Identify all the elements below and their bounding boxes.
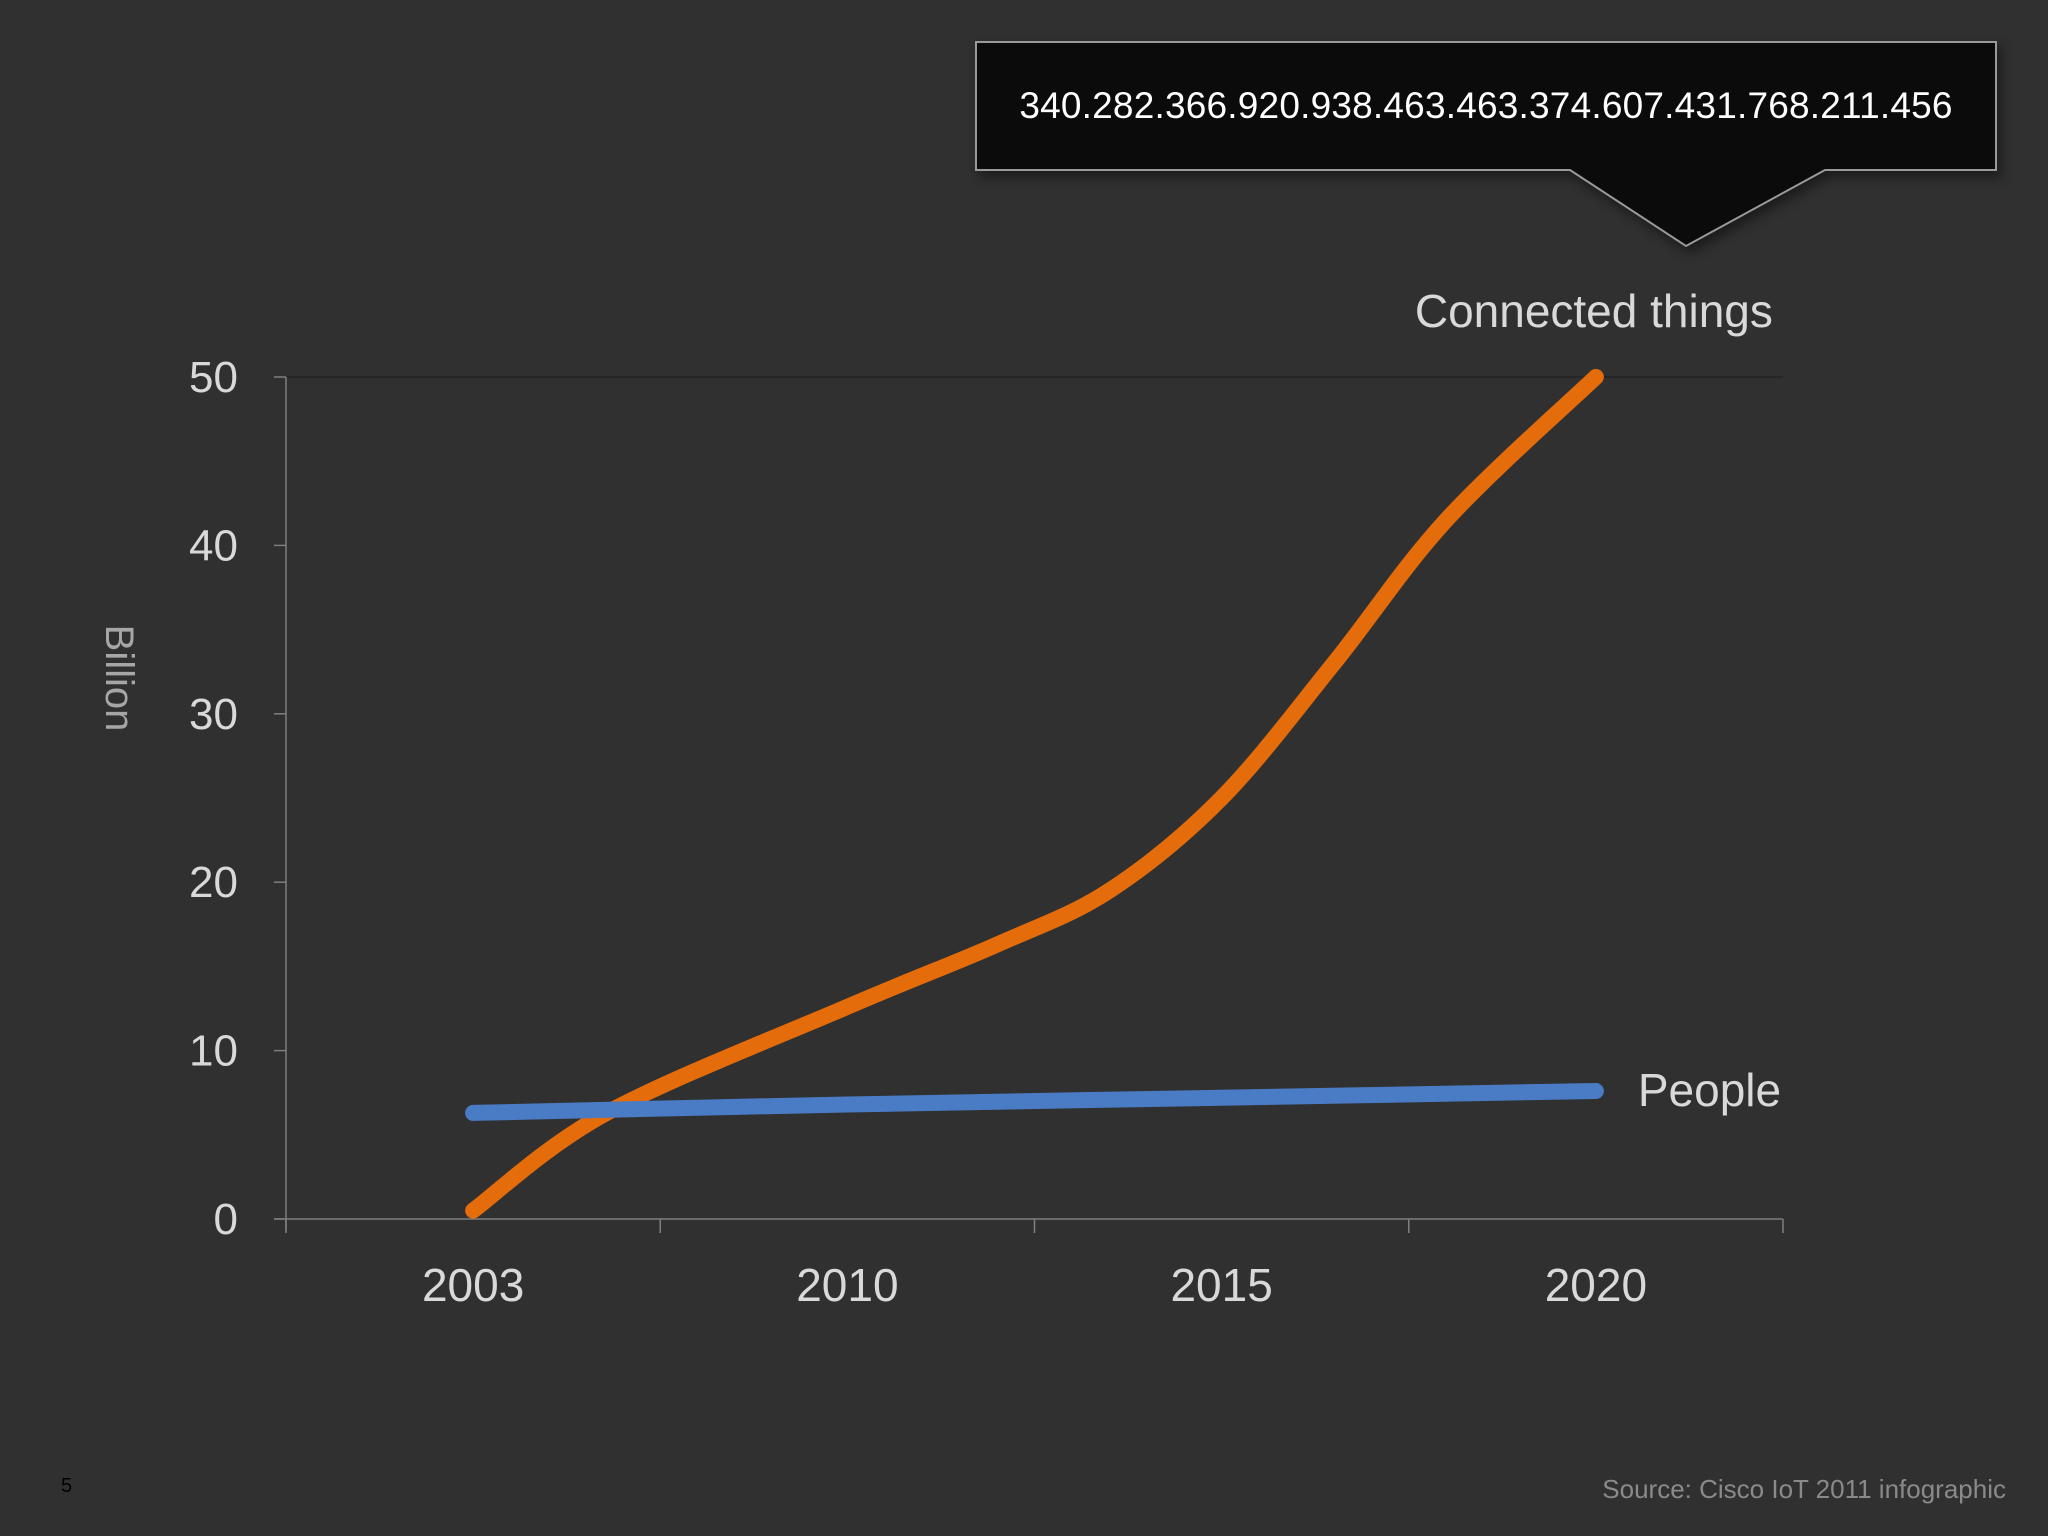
series-people-line [465, 1083, 1604, 1121]
tick-labels: 0 10 20 30 40 50 2003 2010 2015 2020 [189, 353, 1647, 1311]
label-people: People [1638, 1064, 1781, 1116]
y-tick-label: 40 [189, 521, 238, 570]
x-tick-label: 2010 [796, 1259, 898, 1311]
series-labels: Billion Connected things People [97, 285, 1781, 1116]
axes [274, 376, 1784, 1233]
callout-number: 340.282.366.920.938.463.463.374.607.431.… [1019, 85, 1953, 126]
series-lines [465, 369, 1604, 1219]
label-connected-things: Connected things [1415, 285, 1773, 337]
y-tick-label: 50 [189, 353, 238, 402]
callout-box [975, 41, 1997, 248]
y-tick-label: 0 [214, 1195, 238, 1244]
x-tick-label: 2003 [422, 1259, 524, 1311]
y-tick-label: 10 [189, 1027, 238, 1076]
y-axis-title: Billion [97, 625, 141, 732]
callout-shape [975, 41, 1997, 248]
y-tick-label: 20 [189, 858, 238, 907]
source-note: Source: Cisco IoT 2011 infographic [1602, 1474, 2006, 1504]
y-tick-label: 30 [189, 690, 238, 739]
slide-number: 5 [61, 1475, 73, 1497]
series-connected-things-line [465, 369, 1604, 1219]
x-tick-label: 2015 [1170, 1259, 1272, 1311]
x-tick-label: 2020 [1545, 1259, 1647, 1311]
